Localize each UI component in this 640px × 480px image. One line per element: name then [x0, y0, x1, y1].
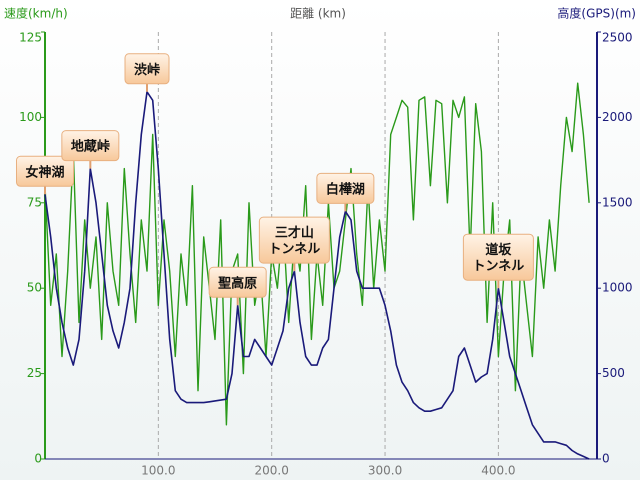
y2-tick-label: 2000	[602, 110, 633, 124]
y-tick-label: 75	[27, 195, 42, 209]
annotation-line: 白樺湖	[326, 181, 365, 197]
annotation-label: 聖高原	[218, 275, 257, 291]
y2-tick-label: 0	[602, 452, 610, 466]
annotation-label: 道坂トンネル	[473, 242, 525, 274]
annotation-box	[16, 155, 74, 187]
y2-tick-label: 1500	[602, 195, 633, 209]
y-tick-label: 0	[34, 452, 42, 466]
annotation-line: 渋峠	[134, 61, 160, 77]
y-tick-label: 50	[27, 281, 42, 295]
annotation-line: 女神湖	[25, 164, 64, 180]
annotation-label: 渋峠	[134, 61, 160, 77]
y-tick-label: 25	[27, 366, 42, 380]
annotation-label: 白樺湖	[326, 181, 365, 197]
annotation-box	[258, 216, 330, 264]
annotation-line: 三才山	[275, 225, 314, 241]
y-tick-label: 100	[19, 110, 42, 124]
annotation-line: 地蔵峠	[71, 138, 110, 154]
annotation-box	[124, 53, 170, 85]
x-tick-label: 200.0	[255, 464, 289, 478]
annotation-box	[208, 266, 267, 298]
annotation-line: トンネル	[268, 242, 320, 257]
annotation-label: 女神湖	[25, 164, 64, 180]
x-tick-label: 100.0	[141, 464, 175, 478]
x-axis-label: 距離 (km)	[290, 7, 346, 21]
annotation-box	[61, 130, 120, 162]
y2-tick-label: 2500	[602, 31, 633, 45]
annotation-line: 聖高原	[218, 275, 257, 291]
annotation-box	[316, 172, 375, 204]
x-tick-label: 400.0	[481, 464, 515, 478]
y2-tick-label: 1000	[602, 281, 633, 295]
annotation-line: 道坂	[485, 242, 512, 258]
y-axis-label: 速度(km/h)	[4, 6, 68, 21]
y2-axis-label: 高度(GPS)(m)	[557, 6, 636, 21]
y-tick-label: 125	[19, 31, 42, 45]
annotation-label: 三才山トンネル	[268, 225, 320, 257]
annotation-box	[462, 233, 534, 281]
x-tick-label: 300.0	[368, 464, 402, 478]
y2-tick-label: 500	[602, 366, 625, 380]
annotation-line: トンネル	[473, 259, 525, 274]
annotation-label: 地蔵峠	[71, 138, 110, 154]
